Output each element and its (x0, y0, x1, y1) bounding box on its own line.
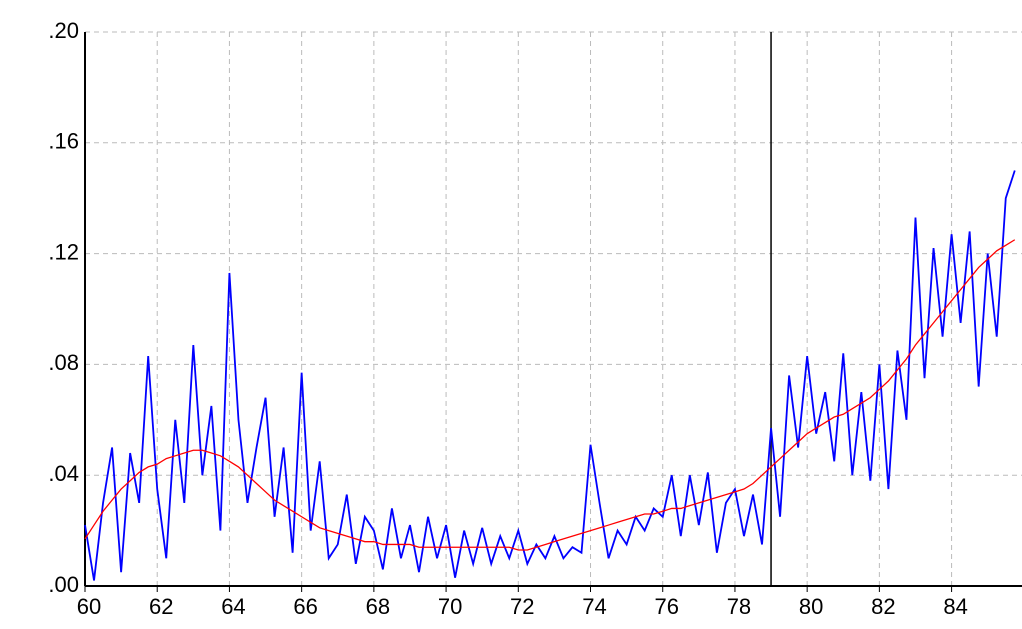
x-tick-label: 78 (727, 594, 751, 619)
series-line (84, 239, 1016, 551)
x-tick-label: 66 (293, 594, 317, 619)
x-tick-label: 76 (654, 594, 678, 619)
y-tick-label: .20 (48, 18, 79, 43)
y-tick-label: .12 (48, 239, 79, 264)
y-tick-label: .16 (48, 129, 79, 154)
y-tick-label: .08 (48, 350, 79, 375)
x-tick-label: 82 (871, 594, 895, 619)
x-tick-label: 62 (149, 594, 173, 619)
x-tick-label: 72 (510, 594, 534, 619)
x-tick-label: 64 (221, 594, 245, 619)
x-tick-label: 60 (77, 594, 101, 619)
x-tick-label: 74 (582, 594, 606, 619)
x-tick-label: 80 (799, 594, 823, 619)
y-tick-label: .04 (48, 461, 79, 486)
x-tick-label: 84 (943, 594, 967, 619)
series-line (84, 170, 1016, 581)
x-tick-label: 68 (366, 594, 390, 619)
x-tick-label: 70 (438, 594, 462, 619)
y-tick-label: .00 (48, 572, 79, 597)
